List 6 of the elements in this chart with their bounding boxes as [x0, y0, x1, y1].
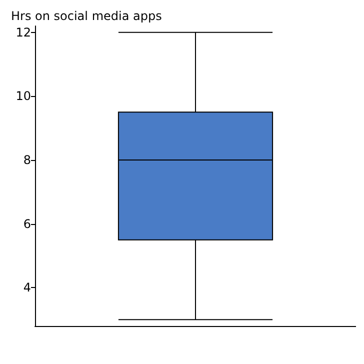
y-tick-label: 6: [23, 216, 31, 231]
y-tick-label: 4: [23, 280, 31, 295]
y-axis-title: Hrs on social media apps: [11, 9, 162, 23]
y-tick-label: 10: [16, 89, 31, 104]
y-tick-label: 12: [16, 25, 31, 40]
y-tick-label: 8: [23, 153, 31, 168]
